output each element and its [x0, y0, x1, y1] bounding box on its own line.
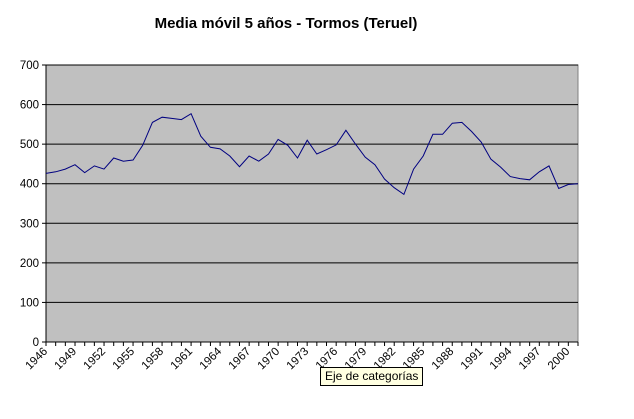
y-tick-label: 500: [20, 139, 39, 151]
y-tick-label: 0: [33, 337, 39, 349]
x-axis[interactable]: 1946 1949 1952 1955 1958 1961 1964 1967 1970 1973…: [24, 341, 579, 373]
y-tick-label: 700: [20, 60, 39, 72]
chart-title: Media móvil 5 años - Tormos (Teruel): [155, 15, 418, 32]
x-tick-label: 1991: [459, 346, 486, 373]
y-tick-label: 300: [20, 218, 39, 230]
series-line: [45, 112, 579, 196]
x-tick-label: 1994: [488, 345, 515, 372]
x-tick-label: 1952: [82, 346, 109, 373]
x-tick-label: 1964: [198, 345, 225, 372]
x-tick-label: 1967: [227, 346, 254, 373]
y-tick-label: 100: [20, 297, 39, 309]
x-tick-label: 1949: [53, 346, 80, 373]
x-tick-label: 1988: [430, 346, 457, 373]
x-tick-label: 2000: [546, 346, 573, 373]
x-tick-label: 1946: [24, 346, 51, 373]
axis-tooltip: Eje de categorías: [320, 367, 424, 386]
y-axis: 0 100 200 300 400 500 600 700: [20, 60, 47, 349]
x-tick-label: 1961: [169, 346, 196, 373]
plot-area: [45, 64, 579, 343]
x-tick-label: 1997: [517, 346, 544, 373]
x-tick-label: 1973: [285, 346, 312, 373]
gridlines: [46, 64, 578, 343]
y-tick-label: 600: [20, 100, 39, 112]
y-tick-label: 400: [20, 179, 39, 191]
y-tick-label: 200: [20, 258, 39, 270]
x-tick-label: 1955: [111, 346, 138, 373]
x-tick-label: 1970: [256, 346, 283, 373]
x-tick-label: 1958: [140, 346, 167, 373]
